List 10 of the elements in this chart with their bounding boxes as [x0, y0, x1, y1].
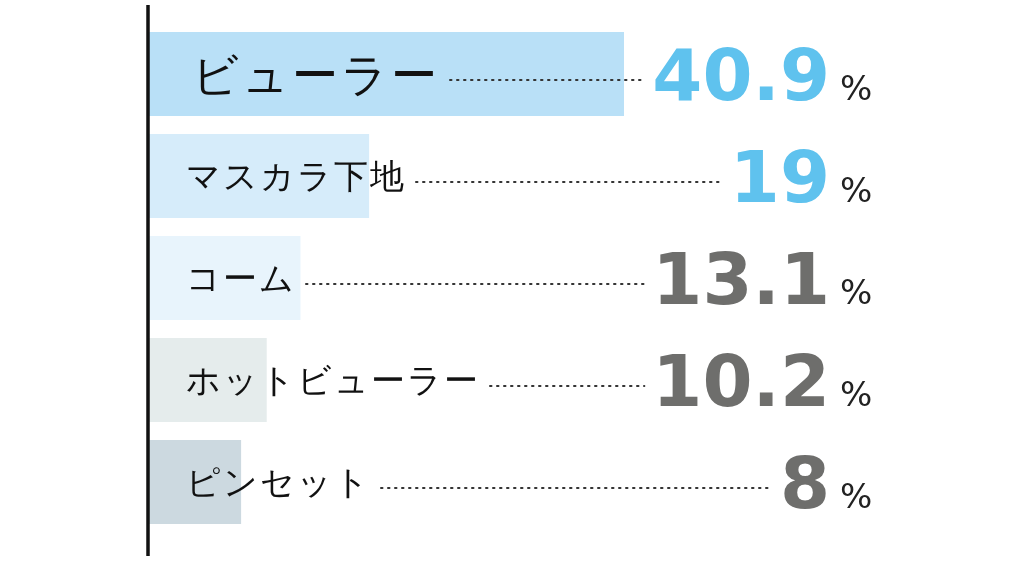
- data-label: 8%: [779, 441, 873, 525]
- y-tick-label: ホットビューラー: [186, 360, 480, 401]
- data-label: 19%: [729, 135, 873, 219]
- y-tick-label: コーム: [186, 258, 296, 299]
- y-tick-label: ピンセット: [186, 462, 371, 503]
- y-tick-label: マスカラ下地: [186, 156, 406, 197]
- data-label: 10.2%: [652, 339, 873, 423]
- y-tick-label: ビューラー: [192, 47, 440, 102]
- data-label: 13.1%: [652, 237, 873, 321]
- data-label: 40.9%: [652, 33, 873, 117]
